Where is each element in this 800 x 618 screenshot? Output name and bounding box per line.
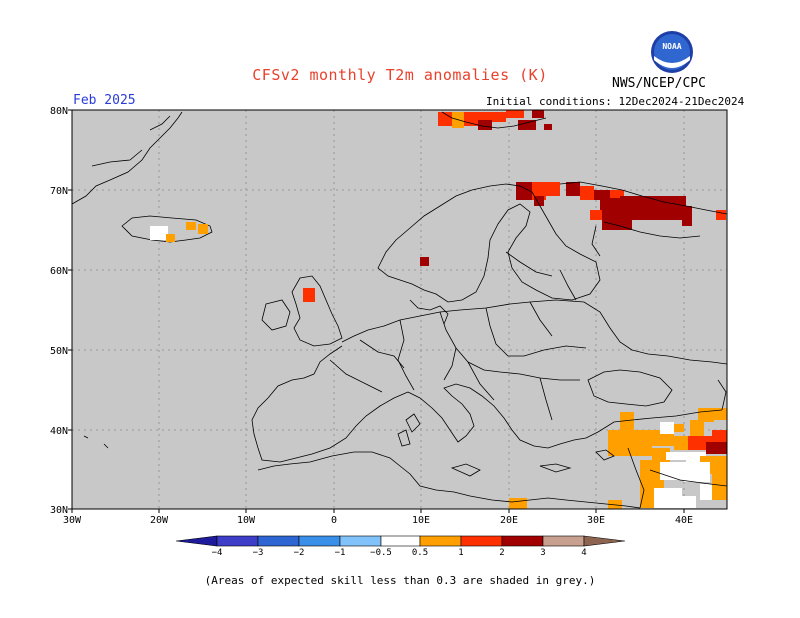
legend-swatch	[175, 535, 218, 547]
lat-label: 70N	[50, 186, 68, 197]
legend-swatch	[339, 535, 382, 547]
legend-tick: 3	[540, 548, 545, 558]
lon-label: 40E	[675, 515, 693, 526]
lon-label: 0	[331, 515, 337, 526]
legend-colorbar	[175, 535, 626, 547]
initial-conditions: Initial conditions: 12Dec2024-21Dec2024	[486, 95, 745, 108]
map-frame	[71, 109, 728, 510]
lon-label: 10W	[237, 515, 256, 526]
lat-label: 50N	[50, 346, 68, 357]
anomaly-northern-russia	[516, 182, 726, 230]
lat-label: 60N	[50, 266, 68, 277]
legend-swatch	[298, 535, 341, 547]
legend-tick: −2	[294, 548, 305, 558]
anomaly-iceland	[121, 215, 213, 243]
lat-label: 80N	[50, 106, 68, 117]
coastlines	[71, 111, 728, 509]
legend-tick: 4	[581, 548, 586, 558]
legend-swatch	[419, 535, 462, 547]
legend-tick: 1	[458, 548, 463, 558]
legend-tick: 2	[499, 548, 504, 558]
legend-swatch	[460, 535, 503, 547]
legend-tick: −1	[335, 548, 346, 558]
legend-swatch	[216, 535, 259, 547]
agency-label: NWS/NCEP/CPC	[612, 76, 706, 91]
lon-label: 30W	[63, 515, 82, 526]
legend-tick: −0.5	[370, 548, 392, 558]
lat-label: 40N	[50, 426, 68, 437]
legend-tick: −4	[212, 548, 223, 558]
lat-label: 30N	[50, 505, 68, 516]
map-gridlines	[72, 110, 727, 509]
noaa-logo-text: NOAA	[662, 42, 681, 51]
noaa-logo: NOAA	[651, 31, 693, 73]
skill-note: (Areas of expected skill less than 0.3 a…	[204, 574, 596, 587]
legend-tick: 0.5	[412, 548, 428, 558]
legend-tick: −3	[253, 548, 264, 558]
legend-swatch	[542, 535, 585, 547]
lon-label: 20W	[150, 515, 169, 526]
anomaly-norway	[420, 257, 429, 266]
legend-ticks: −4 −3 −2 −1 −0.5 0.5 1 2 3 4	[212, 548, 587, 558]
anomaly-scotland	[303, 288, 315, 302]
legend-swatch	[380, 535, 421, 547]
lon-label: 30E	[587, 515, 605, 526]
anomaly-middle-east	[509, 408, 727, 509]
map-title: CFSv2 monthly T2m anomalies (K)	[252, 66, 548, 84]
lon-label: 10E	[412, 515, 430, 526]
legend-swatch	[501, 535, 544, 547]
lon-label: 20E	[500, 515, 518, 526]
forecast-month: Feb 2025	[73, 93, 136, 108]
legend-swatch	[257, 535, 300, 547]
legend-swatch	[583, 535, 626, 547]
